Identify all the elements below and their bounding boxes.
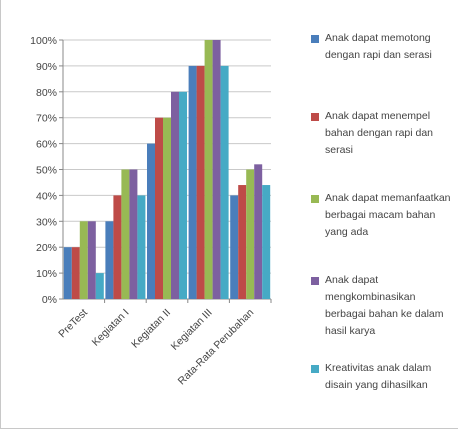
bar-4-5	[220, 65, 229, 300]
bar-3-5	[179, 91, 187, 299]
legend-item: Anak dapat memanfaatkan berbagai macam b…	[311, 190, 457, 241]
bar-5-1	[230, 195, 239, 299]
legend-item: Kreativitas anak dalam disain yang dihas…	[311, 360, 457, 394]
legend-label: Anak dapat mengkombinasikan berbagai bah…	[325, 274, 444, 337]
y-tick-label: 70%	[36, 113, 57, 125]
legend-swatch	[311, 35, 319, 43]
bar-2-4	[129, 169, 138, 299]
bar-2-5	[137, 195, 146, 299]
bar-1-3	[79, 221, 88, 299]
y-tick-label: 0%	[42, 294, 57, 306]
bar-3-3	[163, 117, 171, 299]
bar-4-3	[204, 40, 213, 299]
bar-1-4	[87, 221, 96, 299]
y-tick-label: 10%	[36, 268, 57, 280]
legend-item: Anak dapat mengkombinasikan berbagai bah…	[311, 272, 457, 340]
y-tick-label: 100%	[30, 35, 57, 47]
bar-2-3	[121, 169, 130, 299]
bar-2-1	[105, 221, 114, 299]
legend-label: Anak dapat menempel bahan dengan rapi da…	[325, 110, 434, 156]
bar-1-1	[63, 247, 72, 299]
x-category-label: PreTest	[56, 307, 90, 341]
y-tick-label: 30%	[36, 216, 57, 228]
bar-1-2	[71, 247, 80, 299]
y-tick-label: 60%	[36, 139, 57, 151]
bar-4-1	[188, 65, 197, 300]
y-tick-label: 40%	[36, 190, 57, 202]
bar-5-5	[262, 185, 271, 299]
x-category-label: Kegiatan I	[90, 307, 132, 349]
bar-5-4	[254, 164, 263, 299]
y-tick-label: 50%	[36, 165, 57, 177]
legend-label: Anak dapat memotong dengan rapi dan sera…	[325, 32, 432, 61]
bar-1-5	[95, 273, 104, 299]
bar-4-4	[212, 40, 221, 299]
legend-item: Anak dapat menempel bahan dengan rapi da…	[311, 108, 457, 159]
bar-5-2	[238, 185, 247, 299]
y-tick-label: 80%	[36, 87, 57, 99]
bar-5-3	[246, 169, 255, 299]
legend-swatch	[311, 365, 319, 373]
legend-swatch	[311, 195, 319, 203]
bar-4-2	[196, 65, 205, 300]
y-tick-label: 20%	[36, 242, 57, 254]
bar-3-2	[155, 117, 163, 299]
bar-3-4	[171, 91, 179, 299]
y-tick-label: 90%	[36, 61, 57, 73]
legend-swatch	[311, 113, 319, 121]
bar-3-1	[147, 143, 155, 299]
x-category-label: Rata-Rata Perubahan	[176, 307, 257, 388]
legend-label: Kreativitas anak dalam disain yang dihas…	[325, 362, 432, 391]
bar-2-2	[113, 195, 122, 299]
x-category-label: Kegiatan II	[129, 307, 173, 351]
legend-item: Anak dapat memotong dengan rapi dan sera…	[311, 30, 457, 64]
legend-label: Anak dapat memanfaatkan berbagai macam b…	[325, 192, 451, 238]
legend-swatch	[311, 277, 319, 285]
